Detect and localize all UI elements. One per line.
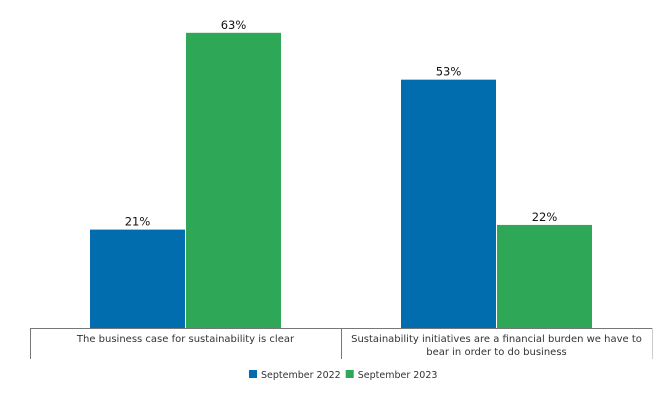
data-label: 22%: [532, 210, 558, 224]
legend-swatch: [345, 370, 354, 378]
category-label: Sustainability initiatives are a financi…: [351, 334, 642, 345]
bar-2-2: [497, 224, 592, 328]
legend-label: September 2022: [261, 370, 341, 381]
bar-2-1: [186, 32, 281, 329]
bar-1-1: [90, 229, 185, 328]
data-label: 21%: [125, 215, 151, 229]
category-label: The business case for sustainability is …: [76, 334, 295, 345]
category-label: bear in order to do business: [426, 347, 567, 358]
legend-label: September 2023: [358, 370, 438, 381]
legend-swatch: [249, 370, 257, 378]
bar-1-2: [401, 79, 496, 329]
data-label: 63%: [221, 18, 247, 32]
data-label: 53%: [436, 65, 462, 79]
